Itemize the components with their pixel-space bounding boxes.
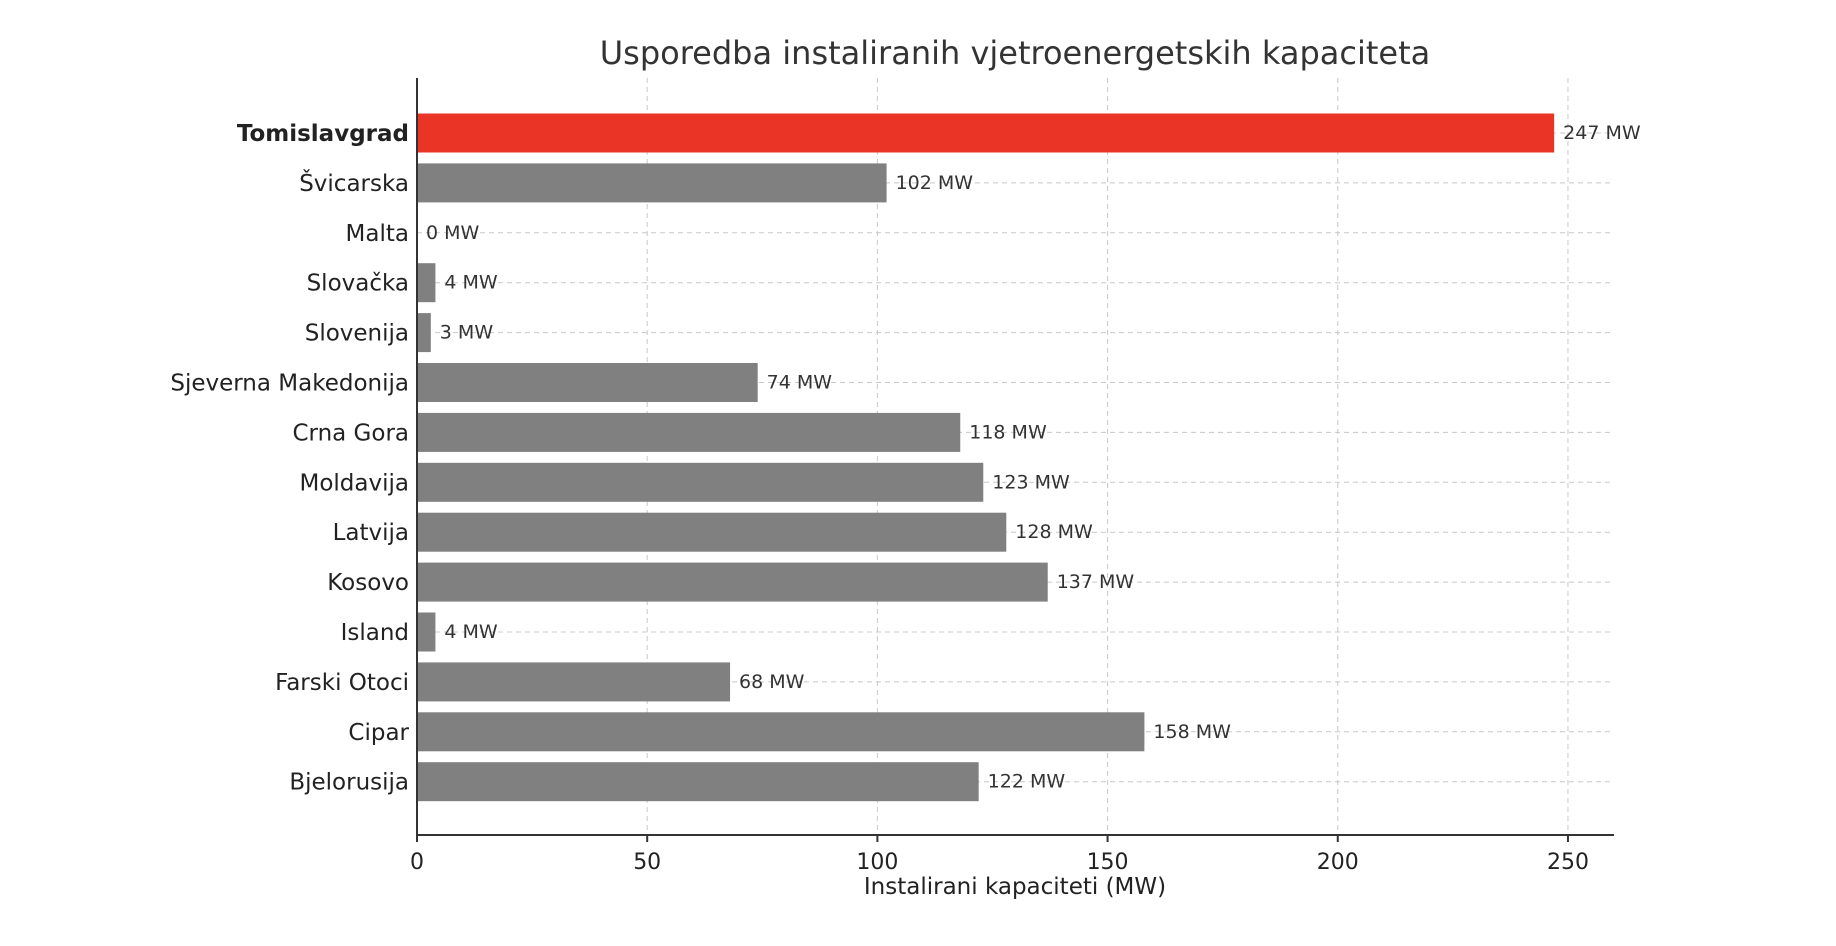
x-tick-label: 250 xyxy=(1547,850,1589,875)
bar xyxy=(417,163,887,203)
category-label: Moldavija xyxy=(300,470,410,496)
bar xyxy=(417,712,1145,752)
category-label: Island xyxy=(341,620,409,646)
x-tick-label: 150 xyxy=(1087,850,1129,875)
category-label: Crna Gora xyxy=(292,420,409,446)
bar xyxy=(417,662,731,702)
x-ticks: 0 50 100 150 200 250 xyxy=(410,835,1589,875)
category-label: Sjeverna Makedonija xyxy=(170,371,409,397)
category-label: Cipar xyxy=(348,720,409,746)
value-label: 118 MW xyxy=(969,421,1047,443)
value-label: 102 MW xyxy=(896,172,974,194)
bar xyxy=(417,462,984,502)
value-label: 123 MW xyxy=(992,471,1070,493)
category-label: Farski Otoci xyxy=(275,670,409,696)
category-label: Slovačka xyxy=(307,271,409,297)
category-label: Tomislavgrad xyxy=(237,121,409,147)
category-label: Švicarska xyxy=(299,169,409,197)
value-labels: 247 MW 102 MW 0 MW 4 MW 3 MW 74 MW 118 MW 123 M… xyxy=(426,122,1641,793)
x-tick-label: 100 xyxy=(856,850,898,875)
bar xyxy=(417,512,1007,552)
value-label: 4 MW xyxy=(444,621,498,643)
category-label: Kosovo xyxy=(327,570,409,596)
category-label: Malta xyxy=(346,221,409,247)
chart-title: Usporedba instaliranih vjetroenergetskih… xyxy=(600,34,1431,72)
value-label: 4 MW xyxy=(444,272,498,294)
bar xyxy=(417,762,979,802)
bar xyxy=(417,113,1555,153)
category-label: Bjelorusija xyxy=(289,770,409,796)
value-label: 247 MW xyxy=(1563,122,1641,144)
bars xyxy=(417,113,1555,802)
x-tick-label: 50 xyxy=(633,850,661,875)
value-label: 158 MW xyxy=(1153,721,1231,743)
x-tick-label: 0 xyxy=(410,850,424,875)
bar xyxy=(417,562,1048,602)
value-label: 128 MW xyxy=(1015,521,1093,543)
bar xyxy=(417,363,758,402)
value-label: 0 MW xyxy=(426,222,480,244)
bar xyxy=(417,313,431,353)
bar xyxy=(417,412,961,452)
category-label: Latvija xyxy=(333,520,409,546)
x-tick-label: 200 xyxy=(1317,850,1359,875)
category-label: Slovenija xyxy=(305,321,409,347)
x-axis-label: Instalirani kapaciteti (MW) xyxy=(864,874,1166,900)
value-label: 74 MW xyxy=(767,372,833,394)
bar xyxy=(417,612,436,652)
value-label: 68 MW xyxy=(739,671,805,693)
value-label: 122 MW xyxy=(988,771,1066,793)
value-label: 137 MW xyxy=(1057,571,1135,593)
value-label: 3 MW xyxy=(440,322,494,344)
y-tick-labels: Tomislavgrad Švicarska Malta Slovačka Sloven… xyxy=(170,121,409,796)
bar xyxy=(417,263,436,303)
